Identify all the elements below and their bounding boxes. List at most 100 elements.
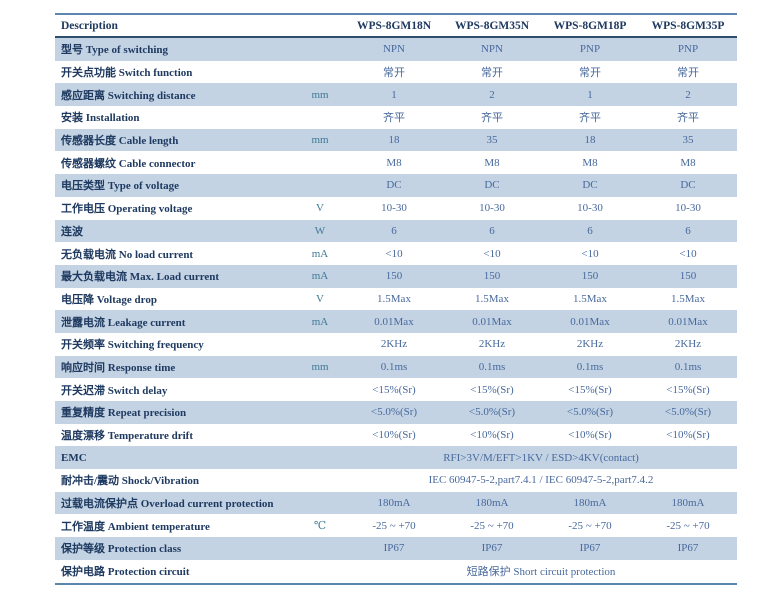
spec-unit: mm	[295, 83, 345, 107]
spec-unit	[295, 491, 345, 515]
spec-value: <15%(Sr)	[443, 378, 541, 401]
spec-label: 耐冲击/震动 Shock/Vibration	[55, 469, 295, 492]
table-row: 传感器长度 Cable length mm 18 35 18 35	[55, 128, 737, 152]
spec-value: 0.1ms	[345, 355, 443, 379]
table-row: 安装 Installation 齐平 齐平 齐平 齐平	[55, 106, 737, 129]
col-header-description: Description	[55, 14, 295, 38]
spec-value: DC	[443, 174, 541, 197]
spec-value: 1	[345, 83, 443, 107]
spec-value: -25 ~ +70	[639, 514, 737, 538]
table-row: 电压类型 Type of voltage DC DC DC DC	[55, 174, 737, 197]
spec-value: -25 ~ +70	[541, 514, 639, 538]
table-row: 传感器螺纹 Cable connector M8 M8 M8 M8	[55, 151, 737, 175]
spec-unit	[295, 37, 345, 61]
spec-value: 常开	[345, 60, 443, 84]
spec-value: 150	[345, 264, 443, 288]
table-row: 开关迟滞 Switch delay <15%(Sr) <15%(Sr) <15%(Sr…	[55, 378, 737, 401]
table-row: 保护电路 Protection circuit 短路保护 Short circui…	[55, 559, 737, 584]
spec-value: 2	[639, 83, 737, 107]
col-header-model-2: WPS-8GM35N	[443, 14, 541, 38]
table-row: 重复精度 Repeat precision <5.0%(Sr) <5.0%(Sr) <…	[55, 401, 737, 424]
specification-table: Description WPS-8GM18N WPS-8GM35N WPS-8G…	[55, 13, 737, 585]
spec-unit: V	[295, 287, 345, 311]
spec-value: 150	[541, 264, 639, 288]
spec-value-span: RFI>3V/M/EFT>1KV / ESD>4KV(contact)	[345, 446, 737, 470]
col-header-model-3: WPS-8GM18P	[541, 14, 639, 38]
spec-value: <10%(Sr)	[639, 423, 737, 447]
spec-value: 0.1ms	[639, 355, 737, 379]
spec-table-body: 型号 Type of switching NPN NPN PNP PNP 开关点功能 Sw…	[55, 37, 737, 584]
spec-value: <10	[541, 242, 639, 265]
table-row: 耐冲击/震动 Shock/Vibration IEC 60947-5-2,part…	[55, 469, 737, 492]
table-row: 无负载电流 No load current mA <10 <10 <10 <10	[55, 242, 737, 265]
spec-value: 齐平	[541, 106, 639, 129]
spec-value: <15%(Sr)	[345, 378, 443, 401]
spec-value: 1.5Max	[541, 287, 639, 311]
spec-value: IP67	[443, 537, 541, 560]
spec-value: 0.01Max	[541, 310, 639, 333]
table-row: 开关点功能 Switch function 常开 常开 常开 常开	[55, 60, 737, 84]
spec-value: 35	[443, 128, 541, 152]
spec-value: <10%(Sr)	[443, 423, 541, 447]
spec-unit: mA	[295, 264, 345, 288]
table-row: 温度漂移 Temperature drift <10%(Sr) <10%(Sr) <1…	[55, 423, 737, 447]
spec-value: 2KHz	[345, 332, 443, 356]
spec-value: 常开	[443, 60, 541, 84]
spec-value: 0.01Max	[639, 310, 737, 333]
spec-value: 18	[345, 128, 443, 152]
col-header-model-1: WPS-8GM18N	[345, 14, 443, 38]
spec-value: 常开	[639, 60, 737, 84]
spec-label: 开关频率 Switching frequency	[55, 332, 295, 356]
spec-label: 电压降 Voltage drop	[55, 287, 295, 311]
spec-label: 传感器螺纹 Cable connector	[55, 151, 295, 175]
spec-unit	[295, 423, 345, 447]
spec-value: 齐平	[639, 106, 737, 129]
table-row: 最大负载电流 Max. Load current mA 150 150 150 150	[55, 264, 737, 288]
col-header-model-4: WPS-8GM35P	[639, 14, 737, 38]
spec-label: 传感器长度 Cable length	[55, 128, 295, 152]
spec-value: DC	[541, 174, 639, 197]
spec-value: 10-30	[443, 196, 541, 220]
spec-value: 2KHz	[639, 332, 737, 356]
spec-unit: V	[295, 196, 345, 220]
spec-value: NPN	[345, 37, 443, 61]
spec-value: <15%(Sr)	[639, 378, 737, 401]
table-row: 响应时间 Response time mm 0.1ms 0.1ms 0.1ms 0.1ms	[55, 355, 737, 379]
spec-unit	[295, 378, 345, 401]
spec-value: 1.5Max	[443, 287, 541, 311]
spec-unit: W	[295, 219, 345, 243]
spec-unit: mm	[295, 355, 345, 379]
spec-value-span: 短路保护 Short circuit protection	[345, 559, 737, 584]
spec-unit	[295, 106, 345, 129]
spec-unit	[295, 446, 345, 470]
spec-unit	[295, 401, 345, 424]
spec-value: PNP	[639, 37, 737, 61]
spec-value: M8	[541, 151, 639, 175]
table-header-row: Description WPS-8GM18N WPS-8GM35N WPS-8G…	[55, 14, 737, 38]
spec-value: 6	[639, 219, 737, 243]
spec-value: 150	[639, 264, 737, 288]
spec-label: 开关点功能 Switch function	[55, 60, 295, 84]
spec-value: 0.01Max	[345, 310, 443, 333]
spec-unit: ℃	[295, 514, 345, 538]
spec-value: 10-30	[541, 196, 639, 220]
spec-label: 温度漂移 Temperature drift	[55, 423, 295, 447]
spec-label: 无负载电流 No load current	[55, 242, 295, 265]
table-row: 工作温度 Ambient temperature ℃ -25 ~ +70 -25 ~ …	[55, 514, 737, 538]
spec-value: DC	[639, 174, 737, 197]
spec-value: <10%(Sr)	[345, 423, 443, 447]
col-header-unit	[295, 14, 345, 38]
spec-unit	[295, 151, 345, 175]
spec-value: 180mA	[639, 491, 737, 515]
spec-value: 齐平	[345, 106, 443, 129]
spec-value: 18	[541, 128, 639, 152]
spec-label: 工作温度 Ambient temperature	[55, 514, 295, 538]
spec-value-span: IEC 60947-5-2,part7.4.1 / IEC 60947-5-2,…	[345, 469, 737, 492]
table-row: 感应距离 Switching distance mm 1 2 1 2	[55, 83, 737, 107]
spec-value: <5.0%(Sr)	[443, 401, 541, 424]
spec-value: <5.0%(Sr)	[345, 401, 443, 424]
spec-label: 开关迟滞 Switch delay	[55, 378, 295, 401]
spec-value: 2KHz	[443, 332, 541, 356]
spec-label: 重复精度 Repeat precision	[55, 401, 295, 424]
spec-value: 1.5Max	[345, 287, 443, 311]
